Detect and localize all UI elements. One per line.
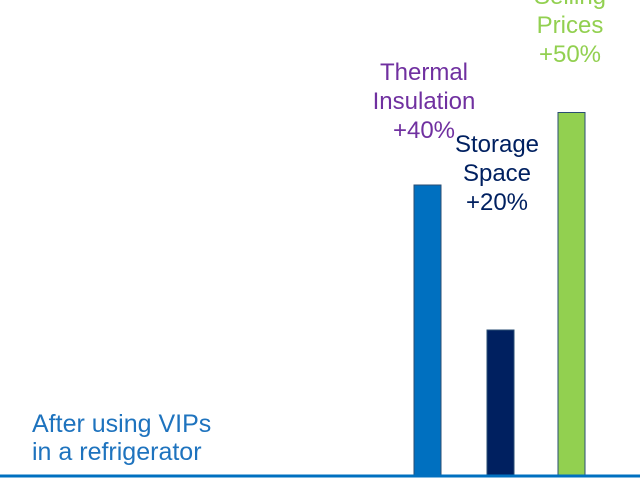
label-line: Thermal <box>379 59 469 86</box>
label-line: Space <box>462 160 532 187</box>
bar-selling-prices <box>557 112 586 476</box>
label-value: +50% <box>538 40 602 68</box>
label-value: +40% <box>392 117 456 144</box>
bars-group <box>413 112 586 476</box>
label-value: +20% <box>465 189 529 216</box>
label-line: Storage <box>454 131 540 158</box>
caption-line-1: After using VIPs <box>32 410 212 438</box>
label-line: Selling <box>500 0 640 11</box>
label-line: Insulation <box>372 88 476 115</box>
chart-caption: After using VIPs in a refrigerator <box>32 410 211 466</box>
bar-label-storage-space: Storage Space +20% <box>427 130 567 217</box>
bar-thermal-insulation <box>413 184 442 476</box>
bar-storage-space <box>486 329 515 476</box>
bar-label-selling-prices: Selling Prices +50% <box>500 0 640 69</box>
label-line: Prices <box>536 11 604 39</box>
caption-line-2: in a refrigerator <box>32 438 202 466</box>
bar-label-thermal-insulation: Thermal Insulation +40% <box>354 58 494 145</box>
